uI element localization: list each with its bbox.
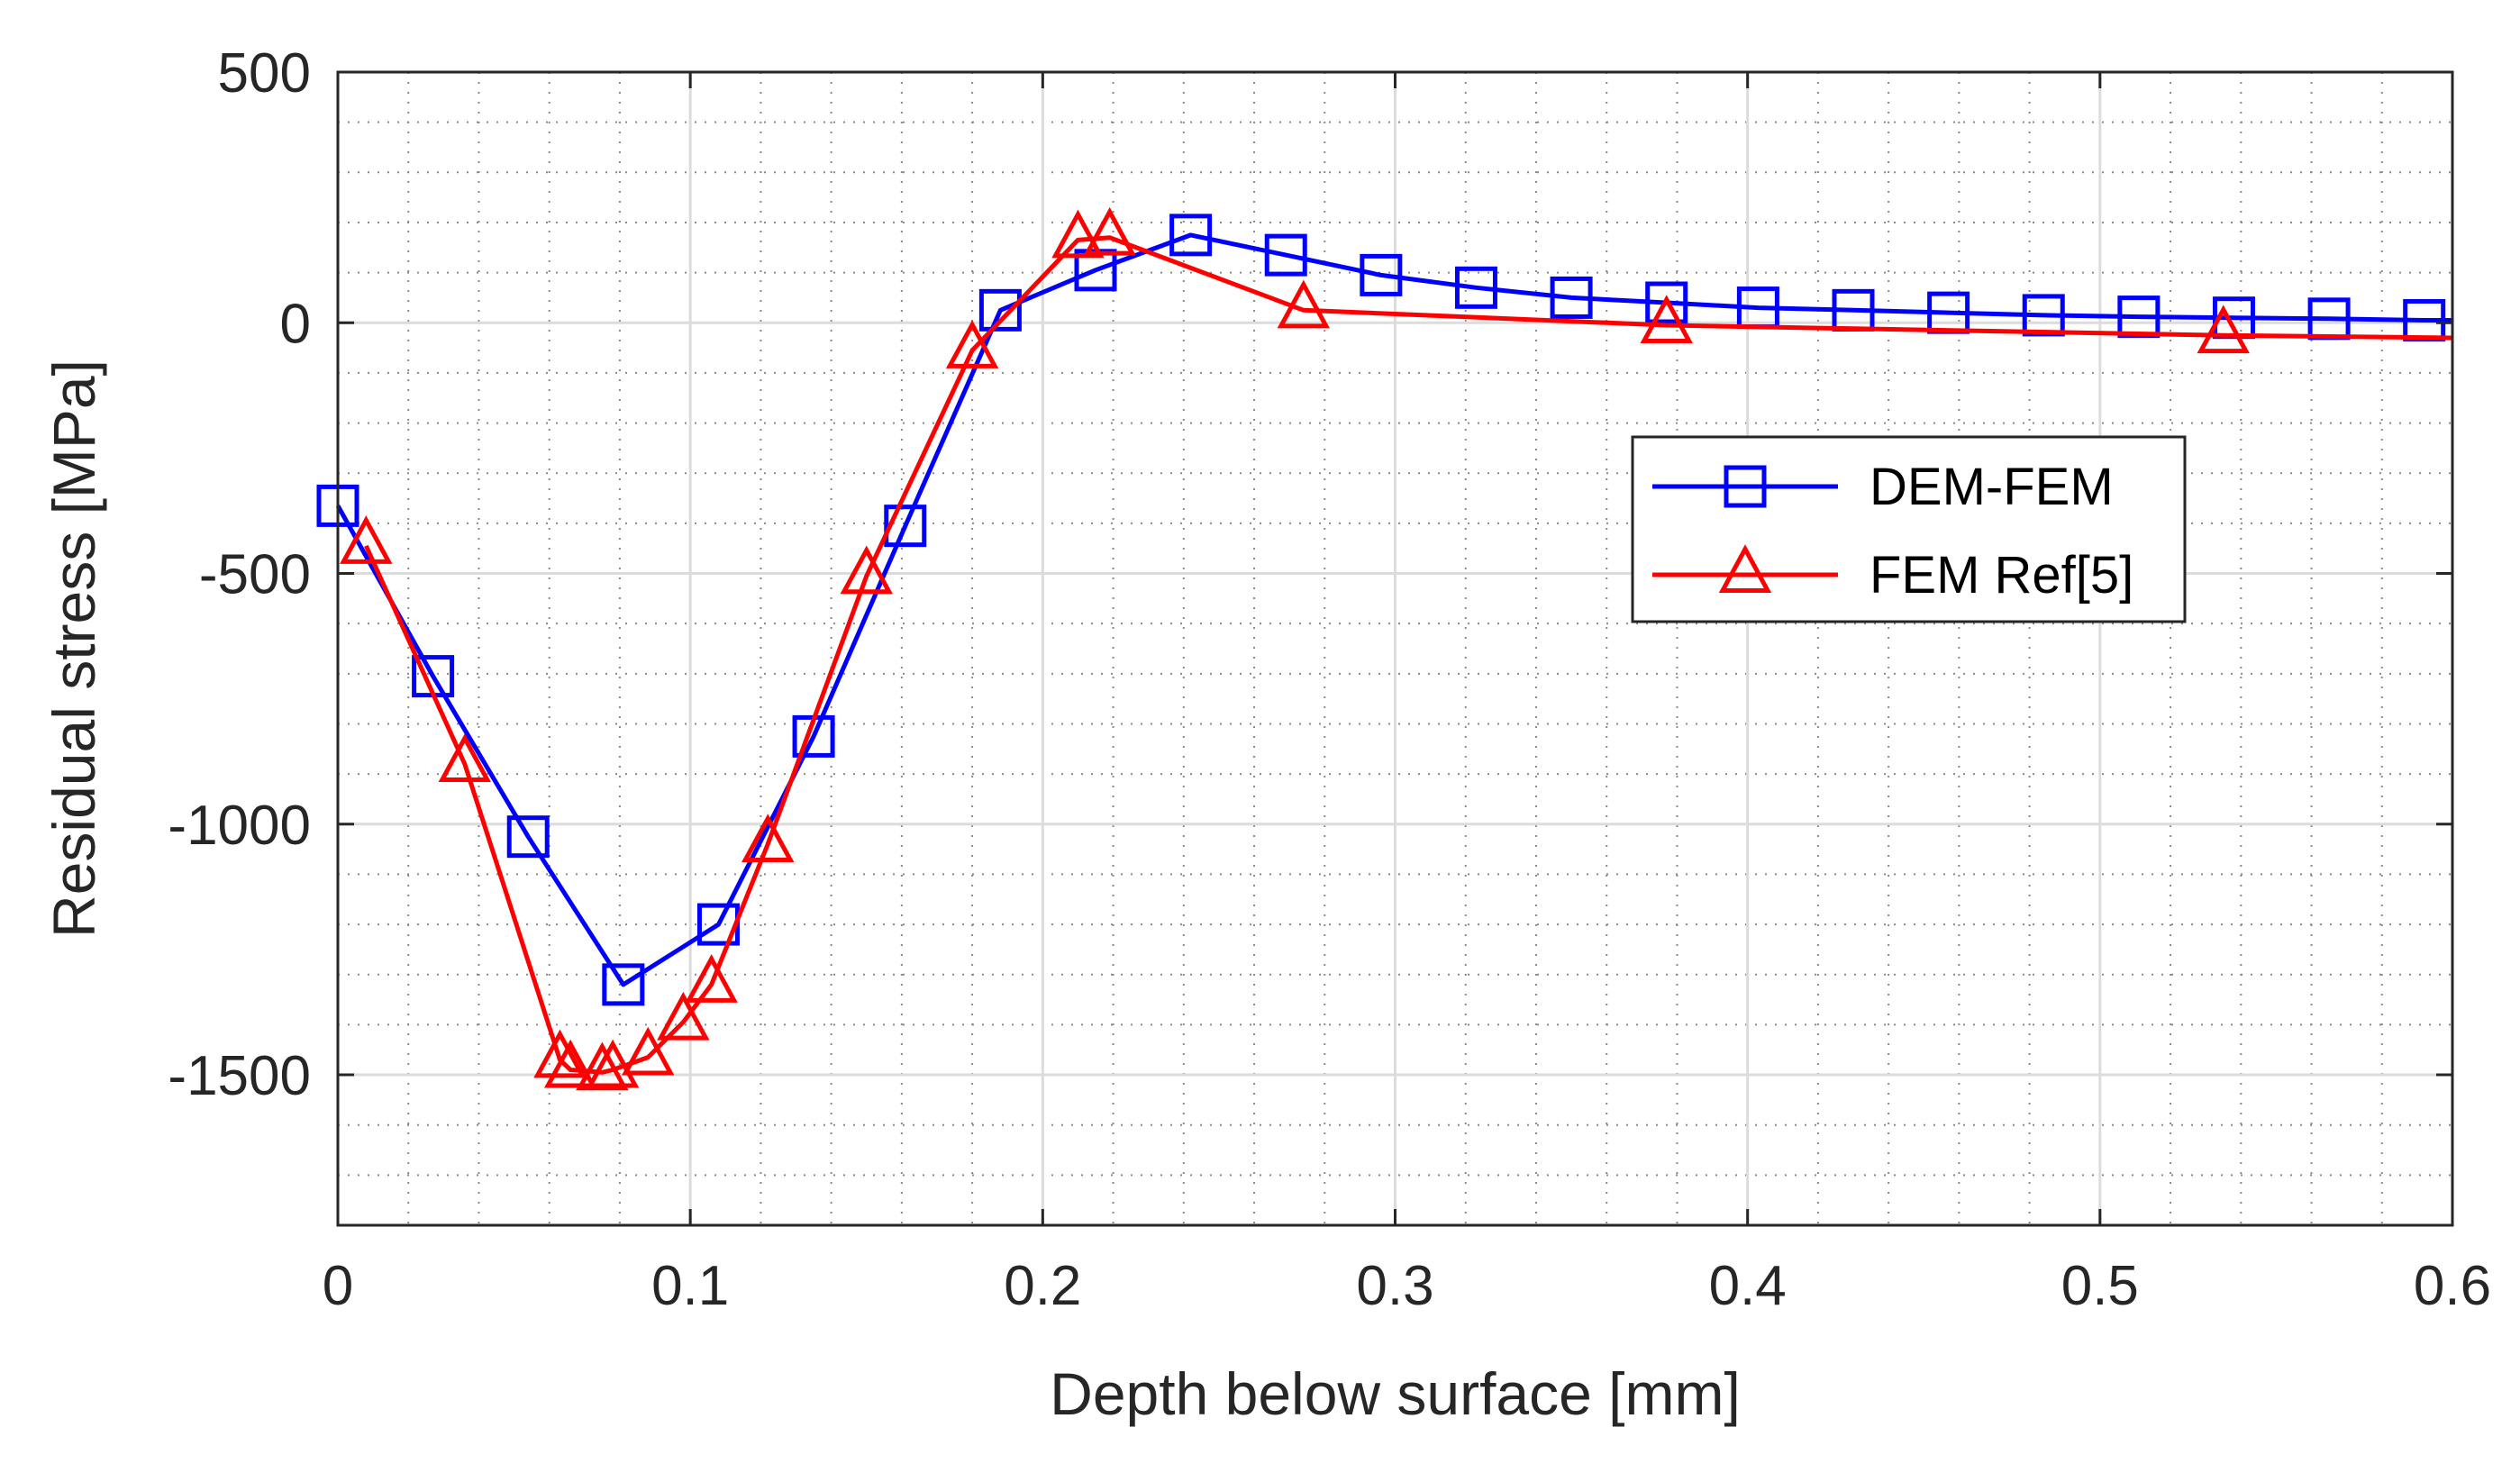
y-tick-label: 0 bbox=[280, 293, 311, 355]
legend-item-fem-ref-5: FEM Ref[5] bbox=[1652, 544, 2133, 605]
y-axis-title: Residual stress [MPa] bbox=[41, 359, 107, 938]
y-tick-label: -1000 bbox=[168, 795, 311, 857]
data-point-fem-ref-5 bbox=[840, 545, 893, 595]
y-tick-label: -1500 bbox=[168, 1045, 311, 1107]
data-point-fem-ref-5 bbox=[657, 991, 710, 1041]
data-point-fem-ref-5 bbox=[340, 515, 393, 564]
data-point-fem-ref-5 bbox=[622, 1026, 675, 1076]
x-tick-label: 0.4 bbox=[1709, 1255, 1787, 1317]
axes bbox=[336, 70, 2454, 1227]
x-tick-labels: 0 0.1 0.2 0.3 0.4 0.5 0.6 bbox=[323, 1255, 2491, 1317]
series-layer bbox=[316, 206, 2453, 1091]
legend-label: FEM Ref[5] bbox=[1870, 546, 2133, 605]
x-tick-label: 0.6 bbox=[2414, 1255, 2491, 1317]
data-point-fem-ref-5 bbox=[1640, 295, 1693, 344]
data-point-dem-fem bbox=[1645, 281, 1688, 324]
x-tick-label: 0.2 bbox=[1004, 1255, 1081, 1317]
x-tick-label: 0.5 bbox=[2061, 1255, 2139, 1317]
data-point-fem-ref-5 bbox=[685, 954, 738, 1003]
series-fem-ref-5 bbox=[340, 206, 2453, 1091]
major-grid bbox=[336, 70, 2454, 1225]
data-point-dem-fem bbox=[1454, 266, 1497, 309]
data-point-dem-fem bbox=[1360, 253, 1403, 296]
y-tick-label: -500 bbox=[199, 544, 311, 606]
data-point-fem-ref-5 bbox=[945, 320, 999, 368]
minor-grid bbox=[338, 72, 2452, 1225]
data-point-dem-fem bbox=[884, 505, 927, 548]
legend-label: DEM-FEM bbox=[1870, 458, 2114, 516]
x-tick-label: 0 bbox=[323, 1255, 353, 1317]
x-axis-title: Depth below surface [mm] bbox=[1050, 1360, 1741, 1427]
data-point-dem-fem bbox=[1169, 214, 1213, 257]
data-point-dem-fem bbox=[978, 288, 1022, 332]
data-point-fem-ref-5 bbox=[741, 814, 795, 863]
data-point-dem-fem bbox=[1264, 233, 1307, 277]
data-point-fem-ref-5 bbox=[576, 1041, 629, 1091]
legend-marker bbox=[1724, 465, 1767, 508]
data-point-dem-fem bbox=[602, 963, 645, 1006]
y-tick-labels: -1500 -1000 -500 0 500 bbox=[168, 42, 311, 1107]
series-line-dem-fem bbox=[335, 232, 2452, 987]
data-point-dem-fem bbox=[506, 815, 550, 859]
x-tick-label: 0.3 bbox=[1356, 1255, 1433, 1317]
legend-marker bbox=[1718, 544, 1772, 593]
legend: DEM-FEM FEM Ref[5] bbox=[1631, 435, 2187, 623]
series-dem-fem bbox=[316, 214, 2452, 1006]
x-tick-label: 0.1 bbox=[651, 1255, 729, 1317]
data-point-fem-ref-5 bbox=[2197, 305, 2250, 354]
data-point-dem-fem bbox=[1550, 276, 1593, 319]
data-point-fem-ref-5 bbox=[1051, 209, 1105, 259]
data-point-fem-ref-5 bbox=[1277, 279, 1331, 329]
data-point-fem-ref-5 bbox=[533, 1029, 587, 1078]
y-tick-label: 500 bbox=[218, 42, 311, 105]
series-line-fem-ref-5 bbox=[364, 235, 2453, 1075]
data-point-fem-ref-5 bbox=[438, 733, 492, 782]
legend-item-dem-fem: DEM-FEM bbox=[1652, 458, 2114, 516]
data-point-fem-ref-5 bbox=[586, 1039, 640, 1088]
data-point-fem-ref-5 bbox=[543, 1039, 597, 1088]
data-point-fem-ref-5 bbox=[1083, 206, 1136, 256]
